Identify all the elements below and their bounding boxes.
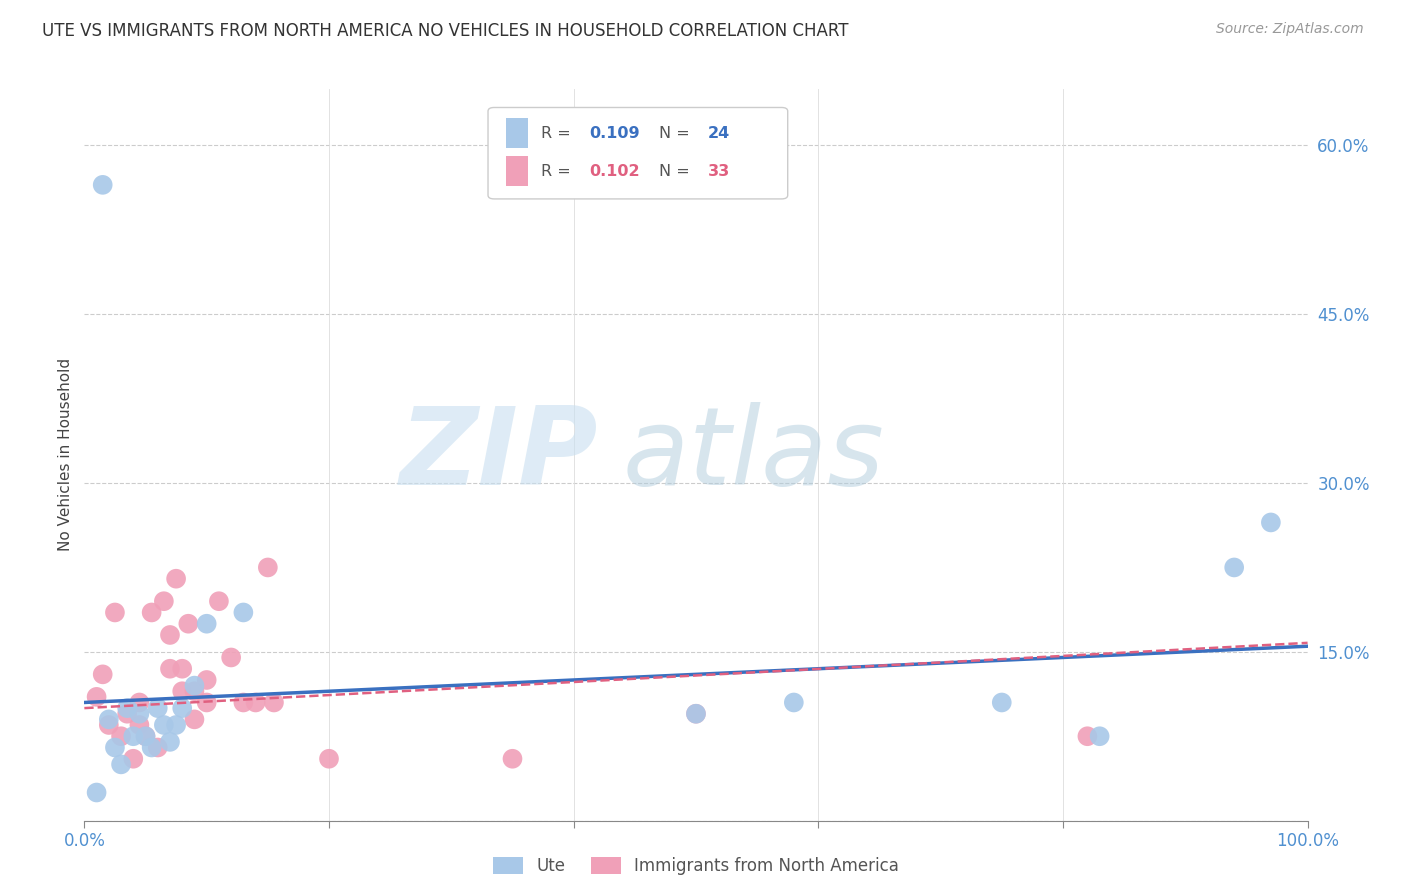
Point (122, 729, 145, 743)
Point (990, 696, 1012, 710)
Point (153, 718, 176, 732)
Point (177, 616, 200, 631)
Point (122, 752, 145, 766)
Point (208, 594, 231, 608)
Text: R =: R = (541, 163, 575, 178)
Point (128, 718, 150, 732)
Point (195, 616, 218, 631)
Point (91, 178, 114, 192)
FancyBboxPatch shape (506, 119, 529, 148)
Text: N =: N = (659, 163, 695, 178)
Point (135, 729, 157, 743)
Point (159, 735, 181, 749)
Point (128, 696, 150, 710)
Point (1223, 560, 1246, 574)
FancyBboxPatch shape (506, 156, 529, 186)
Point (115, 706, 138, 721)
Point (141, 740, 163, 755)
Point (501, 752, 523, 766)
Point (97, 712, 120, 726)
Point (1088, 729, 1111, 743)
Text: Source: ZipAtlas.com: Source: ZipAtlas.com (1216, 22, 1364, 37)
Point (153, 594, 176, 608)
Point (183, 712, 205, 726)
Point (183, 684, 205, 698)
Point (86, 690, 108, 704)
Point (146, 740, 169, 755)
Point (165, 572, 187, 586)
Y-axis label: No Vehicles in Household: No Vehicles in Household (58, 359, 73, 551)
Point (1260, 516, 1282, 530)
Point (257, 560, 280, 574)
Point (141, 606, 163, 620)
Text: UTE VS IMMIGRANTS FROM NORTH AMERICA NO VEHICLES IN HOUSEHOLD CORRELATION CHART: UTE VS IMMIGRANTS FROM NORTH AMERICA NO … (42, 22, 849, 40)
Point (91, 667, 114, 681)
Point (159, 662, 181, 676)
Text: N =: N = (659, 126, 695, 141)
Point (104, 740, 127, 755)
Point (159, 628, 181, 642)
Text: ZIP: ZIP (399, 402, 598, 508)
Point (110, 757, 132, 772)
Point (263, 696, 285, 710)
Point (115, 701, 138, 715)
Point (232, 606, 254, 620)
Point (135, 729, 157, 743)
Point (146, 701, 169, 715)
Point (110, 729, 132, 743)
Text: 24: 24 (709, 126, 731, 141)
Point (685, 706, 707, 721)
Text: 0.102: 0.102 (589, 163, 640, 178)
Point (172, 662, 194, 676)
FancyBboxPatch shape (488, 108, 787, 199)
Point (183, 679, 205, 693)
Point (232, 696, 254, 710)
Point (172, 701, 194, 715)
Point (165, 718, 187, 732)
Point (195, 673, 218, 687)
Legend: Ute, Immigrants from North America: Ute, Immigrants from North America (486, 850, 905, 882)
Text: 0.109: 0.109 (589, 126, 640, 141)
Point (86, 785, 108, 799)
Text: 33: 33 (709, 163, 731, 178)
Point (685, 706, 707, 721)
Point (172, 684, 194, 698)
Text: R =: R = (541, 126, 575, 141)
Point (245, 696, 267, 710)
Point (318, 752, 340, 766)
Point (97, 718, 120, 732)
Point (219, 650, 242, 665)
Point (195, 696, 218, 710)
Point (104, 606, 127, 620)
Text: atlas: atlas (623, 402, 884, 508)
Point (128, 706, 150, 721)
Point (1076, 729, 1098, 743)
Point (783, 696, 806, 710)
